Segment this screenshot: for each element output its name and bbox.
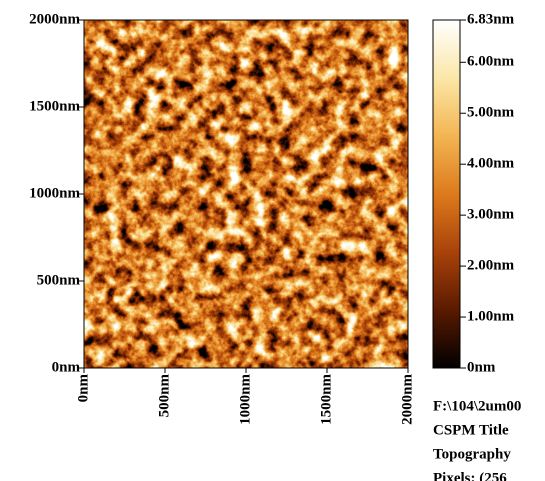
colorbar	[432, 19, 461, 369]
x-tick-label: 0nm	[75, 374, 91, 403]
y-tick-label: 1000nm	[29, 185, 80, 201]
colorbar-tick-label: 5.00nm	[467, 105, 515, 121]
info-line: Topography	[433, 446, 511, 462]
colorbar-tick-label: 6.83nm	[467, 11, 515, 27]
y-tick-label: 1500nm	[29, 98, 80, 114]
colorbar-tick-label: 6.00nm	[467, 54, 515, 70]
y-tick-label: 0nm	[52, 359, 81, 375]
colorbar-tick-label: 1.00nm	[467, 308, 515, 324]
topography-image	[84, 20, 408, 368]
colorbar-tick-label: 3.00nm	[467, 207, 515, 223]
colorbar-tick-label: 4.00nm	[467, 156, 515, 172]
colorbar-tick-label: 0nm	[467, 359, 496, 375]
x-tick-label: 500nm	[156, 374, 172, 418]
info-line: CSPM Title	[433, 422, 509, 438]
x-tick-label: 1500nm	[318, 374, 334, 425]
info-line: F:\104\2um00	[433, 398, 521, 414]
y-tick-label: 500nm	[37, 272, 81, 288]
x-tick-label: 2000nm	[399, 374, 415, 425]
y-tick-label: 2000nm	[29, 11, 80, 27]
colorbar-tick-label: 2.00nm	[467, 258, 515, 274]
x-tick-label: 1000nm	[237, 374, 253, 425]
info-line: Pixels: (256	[433, 470, 507, 481]
file-info: F:\104\2um00 CSPM Title Topography Pixels: …	[433, 398, 521, 481]
